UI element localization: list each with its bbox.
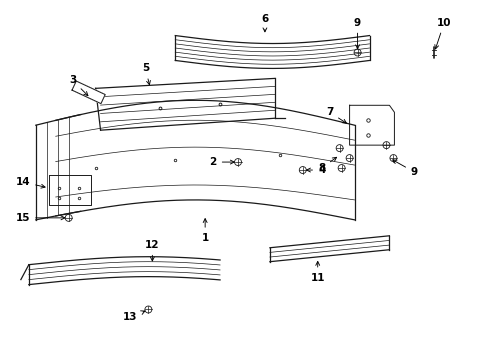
Text: 7: 7 <box>325 107 346 123</box>
Text: 15: 15 <box>16 213 65 223</box>
Text: 5: 5 <box>142 63 150 85</box>
Text: 13: 13 <box>123 311 144 323</box>
FancyBboxPatch shape <box>72 81 105 104</box>
Text: 11: 11 <box>310 261 325 283</box>
Polygon shape <box>72 81 105 104</box>
Text: 9: 9 <box>353 18 360 49</box>
Text: 3: 3 <box>69 75 88 96</box>
Text: 2: 2 <box>209 157 234 167</box>
Text: 1: 1 <box>201 219 208 243</box>
Text: 14: 14 <box>16 177 45 188</box>
Text: 4: 4 <box>306 165 325 175</box>
Text: 12: 12 <box>145 240 159 261</box>
Text: 6: 6 <box>261 14 268 32</box>
Text: 8: 8 <box>317 157 336 173</box>
Text: 9: 9 <box>392 160 417 177</box>
Text: 10: 10 <box>434 18 450 49</box>
